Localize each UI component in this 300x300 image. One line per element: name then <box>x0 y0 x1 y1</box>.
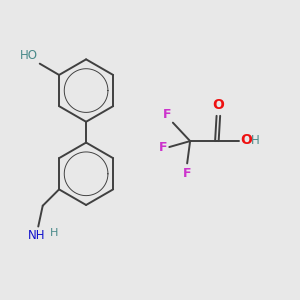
Text: NH: NH <box>28 229 46 242</box>
Text: F: F <box>163 108 171 121</box>
Text: O: O <box>240 134 252 148</box>
Text: HO: HO <box>20 50 38 62</box>
Text: F: F <box>159 140 167 154</box>
Text: F: F <box>183 167 191 180</box>
Text: O: O <box>212 98 224 112</box>
Text: H: H <box>250 134 259 147</box>
Text: H: H <box>50 228 58 238</box>
